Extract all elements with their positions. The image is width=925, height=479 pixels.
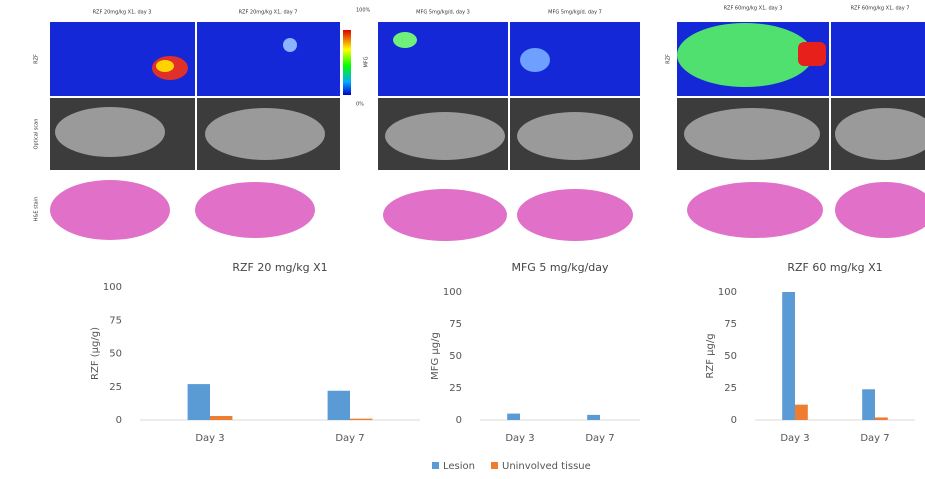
bar bbox=[188, 384, 210, 420]
x-tick-label: Day 3 bbox=[780, 433, 809, 444]
bar bbox=[862, 389, 875, 420]
tissue bbox=[50, 180, 170, 240]
y-tick-label: 0 bbox=[116, 415, 122, 426]
y-tick-label: 100 bbox=[443, 287, 462, 298]
x-tick-label: Day 7 bbox=[585, 433, 614, 444]
legend-label: Lesion bbox=[443, 461, 475, 472]
chart-title: MFG 5 mg/kg/day bbox=[511, 261, 609, 274]
tissue bbox=[205, 108, 325, 160]
tissue bbox=[835, 182, 925, 238]
heatmap bbox=[197, 22, 340, 96]
panel-label: RZF 60mg/kg X1, day 3 bbox=[724, 6, 783, 12]
y-tick-label: 50 bbox=[724, 351, 737, 362]
bar bbox=[782, 292, 795, 420]
tissue bbox=[687, 182, 823, 238]
y-tick-label: 25 bbox=[449, 383, 462, 394]
heatmap bbox=[378, 22, 508, 96]
color-bar bbox=[343, 30, 351, 95]
chart-title: RZF 60 mg/kg X1 bbox=[787, 261, 882, 274]
y-tick-label: 25 bbox=[109, 382, 122, 393]
panel-label: MFG 5mg/kg/d, day 3 bbox=[416, 10, 470, 16]
chart-title: RZF 20 mg/kg X1 bbox=[232, 261, 327, 274]
tissue bbox=[383, 189, 507, 241]
y-tick-label: 75 bbox=[449, 319, 462, 330]
y-axis-label: MFG µg/g bbox=[430, 332, 441, 380]
hotspot bbox=[520, 48, 550, 72]
page: RZF 20mg/kg X1, day 3 RZF 20mg/kg X1, da… bbox=[0, 0, 925, 479]
hotspot bbox=[283, 38, 297, 52]
legend-label: Uninvolved tissue bbox=[502, 461, 591, 472]
panel-label: RZF 60mg/kg X1, day 7 bbox=[851, 6, 910, 12]
bar bbox=[875, 417, 888, 420]
y-axis-label: RZF µg/g bbox=[705, 333, 716, 378]
hotspot bbox=[393, 32, 417, 48]
tissue bbox=[517, 189, 633, 241]
y-tick-label: 0 bbox=[731, 415, 737, 426]
panel-label: RZF 20mg/kg X1, day 3 bbox=[93, 10, 152, 16]
bar bbox=[210, 416, 232, 420]
row-label: H&E stain bbox=[34, 197, 40, 222]
bar bbox=[328, 391, 350, 420]
y-tick-label: 75 bbox=[724, 319, 737, 330]
hotspot bbox=[798, 42, 826, 66]
bar bbox=[507, 414, 520, 420]
bar bbox=[350, 419, 372, 420]
tissue bbox=[385, 112, 505, 160]
y-axis-label: RZF (µg/g) bbox=[90, 327, 101, 380]
figure: RZF 20mg/kg X1, day 3 RZF 20mg/kg X1, da… bbox=[0, 0, 925, 479]
x-tick-label: Day 7 bbox=[860, 433, 889, 444]
tissue bbox=[195, 182, 315, 238]
scale-label: 0% bbox=[356, 102, 364, 108]
x-tick-label: Day 3 bbox=[195, 433, 224, 444]
hotspot bbox=[677, 23, 813, 87]
panel-label: RZF 20mg/kg X1, day 7 bbox=[239, 10, 298, 16]
hotspot bbox=[156, 60, 174, 72]
legend-swatch bbox=[491, 462, 498, 469]
image-panels bbox=[50, 22, 925, 246]
y-tick-label: 100 bbox=[103, 282, 122, 293]
bar bbox=[795, 405, 808, 420]
y-tick-label: 50 bbox=[449, 351, 462, 362]
x-tick-label: Day 3 bbox=[505, 433, 534, 444]
tissue bbox=[684, 108, 820, 160]
heatmap bbox=[831, 22, 925, 96]
row-label: RZF bbox=[666, 54, 672, 64]
bar bbox=[587, 415, 600, 420]
scale-label: MFG bbox=[364, 56, 370, 67]
legend-swatch bbox=[432, 462, 439, 469]
y-tick-label: 25 bbox=[724, 383, 737, 394]
row-label: Optical scan bbox=[34, 119, 40, 150]
panel-label: MFG 5mg/kg/d, day 7 bbox=[548, 10, 602, 16]
y-tick-label: 75 bbox=[109, 315, 122, 326]
row-label: RZF bbox=[34, 54, 40, 64]
tissue bbox=[517, 112, 633, 160]
tissue bbox=[55, 107, 165, 157]
y-tick-label: 100 bbox=[718, 287, 737, 298]
scale-label: 100% bbox=[356, 8, 371, 14]
y-tick-label: 0 bbox=[456, 415, 462, 426]
y-tick-label: 50 bbox=[109, 349, 122, 360]
x-tick-label: Day 7 bbox=[335, 433, 364, 444]
